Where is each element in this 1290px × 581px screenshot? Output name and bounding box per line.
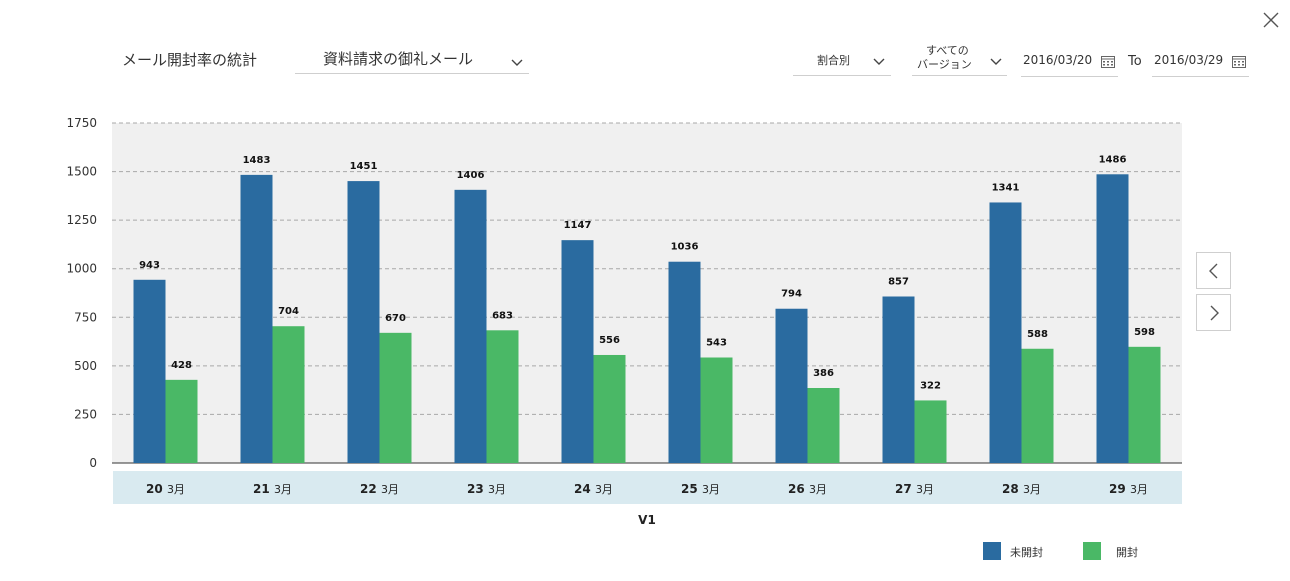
x-axis-title: V1	[638, 513, 656, 527]
bar-unopened	[454, 189, 487, 463]
bar-unopened	[133, 279, 166, 463]
y-tick-label: 1250	[66, 213, 97, 227]
close-icon[interactable]	[1262, 11, 1280, 29]
date-from-value: 2016/03/20	[1023, 53, 1093, 67]
to-label: To	[1128, 54, 1142, 69]
bar-unopened	[1096, 174, 1129, 463]
y-tick-label: 1500	[66, 165, 97, 179]
x-tick-label: 29 3月	[1109, 482, 1148, 496]
bar-unopened	[347, 181, 380, 463]
bar-opened	[700, 357, 733, 463]
version-select-line1: すべての	[926, 44, 969, 57]
data-label: 943	[139, 260, 160, 271]
calendar-icon[interactable]	[1101, 55, 1115, 68]
bar-opened	[1021, 348, 1054, 463]
chevron-left-icon	[1209, 263, 1218, 279]
x-tick-label: 25 3月	[681, 482, 720, 496]
y-tick-label: 1750	[66, 116, 97, 130]
date-to-value: 2016/03/29	[1154, 53, 1224, 67]
chevron-right-icon	[1210, 305, 1219, 321]
bar-opened	[272, 326, 305, 463]
data-label: 588	[1027, 329, 1048, 340]
version-select-line2: バージョン	[917, 58, 972, 71]
version-select-dropdown[interactable]: すべての バージョン	[912, 39, 1007, 76]
data-label: 670	[385, 313, 406, 324]
data-label: 704	[278, 306, 299, 317]
chevron-down-icon	[511, 59, 523, 66]
data-label: 1036	[671, 242, 699, 253]
data-label: 543	[706, 338, 727, 349]
x-tick-label: 20 3月	[146, 482, 185, 496]
bar-unopened	[561, 240, 594, 463]
data-label: 428	[171, 360, 192, 371]
date-from-field[interactable]: 2016/03/20	[1021, 43, 1118, 77]
date-to-field[interactable]: 2016/03/29	[1152, 43, 1249, 77]
data-label: 857	[888, 276, 909, 287]
bar-unopened	[775, 308, 808, 463]
chevron-down-icon	[990, 58, 1002, 65]
y-tick-label: 250	[74, 407, 97, 421]
bar-opened	[486, 330, 519, 463]
next-button[interactable]	[1196, 294, 1231, 331]
x-axis-band	[113, 471, 1182, 504]
data-label: 683	[492, 310, 513, 321]
legend-label-unopened: 未開封	[1010, 546, 1043, 559]
y-tick-label: 1000	[66, 262, 97, 276]
legend-swatch-opened	[1083, 542, 1101, 560]
x-tick-label: 21 3月	[253, 482, 292, 496]
data-label: 1341	[992, 182, 1020, 193]
bar-unopened	[882, 296, 915, 463]
y-tick-label: 500	[74, 359, 97, 373]
data-label: 598	[1134, 327, 1155, 338]
x-tick-label: 23 3月	[467, 482, 506, 496]
data-label: 1451	[350, 161, 378, 172]
bar-unopened	[668, 261, 701, 463]
data-label: 794	[781, 289, 802, 300]
ratio-select-dropdown[interactable]: 割合別	[793, 43, 891, 76]
x-tick-label: 22 3月	[360, 482, 399, 496]
calendar-icon[interactable]	[1232, 55, 1246, 68]
data-label: 1406	[457, 170, 485, 181]
prev-button[interactable]	[1196, 252, 1231, 289]
data-label: 1147	[564, 220, 592, 231]
data-label: 386	[813, 368, 834, 379]
mail-select-dropdown[interactable]: 資料請求の御礼メール	[295, 43, 529, 74]
y-tick-label: 750	[74, 310, 97, 324]
chevron-down-icon	[873, 58, 885, 65]
bar-opened	[379, 332, 412, 463]
ratio-select-value: 割合別	[817, 54, 850, 67]
y-tick-label: 0	[89, 456, 97, 470]
x-tick-label: 27 3月	[895, 482, 934, 496]
legend-label-opened: 開封	[1116, 546, 1138, 559]
legend-swatch-unopened	[983, 542, 1001, 560]
data-label: 1486	[1099, 154, 1127, 165]
bar-opened	[165, 379, 198, 463]
bar-opened	[593, 354, 626, 463]
mail-select-value: 資料請求の御礼メール	[323, 50, 474, 68]
page-title: メール開封率の統計	[122, 51, 258, 69]
data-label: 322	[920, 380, 941, 391]
bar-unopened	[240, 174, 273, 464]
bar-unopened	[989, 202, 1022, 463]
x-tick-label: 26 3月	[788, 482, 827, 496]
x-tick-label: 24 3月	[574, 482, 613, 496]
bar-opened	[807, 388, 840, 463]
x-tick-label: 28 3月	[1002, 482, 1041, 496]
bar-opened	[914, 400, 947, 463]
data-label: 1483	[243, 155, 271, 166]
bar-opened	[1128, 346, 1161, 463]
data-label: 556	[599, 335, 620, 346]
